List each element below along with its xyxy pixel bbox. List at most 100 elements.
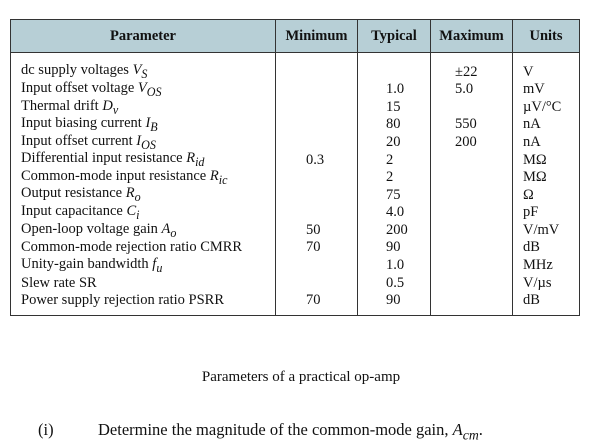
cell-typical: 0.5 [357, 274, 431, 292]
cell-units: nA [512, 133, 580, 151]
cell-minimum [275, 203, 358, 222]
parameter-label: Common-mode rejection ratio CMRR [21, 239, 243, 256]
table-row: Input offset voltage VOS 1.0 5.0 mV [10, 80, 580, 99]
cell-parameter: Input capacitance Ci [10, 203, 276, 222]
table-row: Input offset current IOS 20 200 nA [10, 133, 580, 152]
cell-maximum [430, 203, 513, 222]
cell-typical: 4.0 [357, 203, 431, 222]
cell-parameter: Common-mode input resistance Ric [10, 168, 276, 187]
cell-units: dB [512, 291, 580, 317]
parameter-subscript: OS [146, 84, 162, 99]
cell-minimum [275, 133, 358, 151]
cell-units: Ω [512, 186, 580, 204]
cell-units: MΩ [512, 168, 580, 187]
table-row: Open-loop voltage gain Ao 50 200 V/mV [10, 221, 580, 240]
parameter-label: Power supply rejection ratio PSRR [21, 292, 224, 309]
question-end: . [478, 420, 483, 439]
cell-minimum [275, 186, 358, 204]
parameter-subscript: v [112, 102, 119, 117]
table-row: Common-mode input resistance Ric 2 MΩ [10, 168, 580, 187]
cell-parameter: Open-loop voltage gain Ao [10, 221, 276, 240]
cell-minimum: 50 [275, 221, 358, 239]
cell-typical: 80 [357, 115, 431, 134]
cell-units: dB [512, 238, 580, 257]
cell-parameter: Common-mode rejection ratio CMRR [10, 238, 276, 257]
cell-typical: 90 [357, 291, 431, 317]
cell-typical: 75 [357, 186, 431, 204]
table-row: Differential input resistance Rid 0.3 2 MΩ [10, 150, 580, 170]
question-symbol: A [452, 420, 463, 439]
parameter-subscript: OS [141, 137, 156, 152]
cell-maximum: ±22 [430, 52, 513, 81]
table-row: Thermal drift Dv 15 µV/°C [10, 98, 580, 117]
parameter-subscript: i [136, 207, 140, 222]
cell-typical: 1.0 [357, 256, 431, 275]
cell-typical: 15 [357, 98, 431, 116]
parameter-subscript: ic [218, 172, 228, 187]
cell-minimum: 0.3 [275, 150, 358, 169]
cell-minimum [275, 115, 358, 134]
parameter-subscript: S [141, 67, 148, 82]
cell-parameter: Output resistance Ro [10, 186, 276, 205]
parameter-subscript: u [156, 260, 163, 275]
header-parameter: Parameter [10, 19, 276, 53]
cell-maximum: 200 [430, 133, 513, 151]
cell-units: mV [512, 80, 580, 99]
table-caption: Parameters of a practical op-amp [201, 369, 401, 385]
question: (i) Determine the magnitude of the common… [38, 420, 483, 443]
header-typical: Typical [357, 19, 431, 53]
table-row: Slew rate SR 0.5 V/µs [10, 274, 580, 292]
cell-units: V/mV [512, 221, 580, 239]
header-maximum: Maximum [430, 19, 513, 53]
cell-maximum [430, 291, 513, 317]
cell-units: V/µs [512, 274, 580, 292]
cell-typical: 20 [357, 133, 431, 151]
question-text: Determine the magnitude of the common-mo… [98, 420, 453, 439]
cell-typical [357, 52, 431, 81]
cell-minimum: 70 [275, 238, 358, 257]
cell-minimum [275, 80, 358, 99]
cell-minimum [275, 98, 358, 116]
cell-maximum [430, 150, 513, 169]
cell-maximum: 550 [430, 115, 513, 134]
cell-maximum [430, 238, 513, 257]
cell-maximum [430, 274, 513, 292]
cell-minimum: 70 [275, 291, 358, 317]
table-row: Output resistance Ro 75 Ω [10, 186, 580, 205]
parameter-subscript: id [195, 155, 205, 170]
table-row: Input capacitance Ci 4.0 pF [10, 203, 580, 222]
header-minimum: Minimum [275, 19, 358, 53]
cell-parameter: Power supply rejection ratio PSRR [10, 291, 276, 317]
cell-typical: 1.0 [357, 80, 431, 99]
cell-parameter: Differential input resistance Rid [10, 150, 276, 170]
cell-typical: 90 [357, 238, 431, 257]
cell-parameter: Unity-gain bandwidth fu [10, 256, 276, 275]
table-row: Unity-gain bandwidth fu 1.0 MHz [10, 256, 580, 275]
parameter-subscript: o [170, 225, 177, 240]
header-units: Units [512, 19, 580, 53]
cell-maximum [430, 168, 513, 187]
parameters-table-container: Parameter Minimum Typical Maximum Units … [10, 19, 580, 345]
table-body: dc supply voltages VS ±22 V Input offset vo… [10, 52, 580, 317]
table-header-row: Parameter Minimum Typical Maximum Units [10, 19, 580, 53]
parameter-subscript: o [134, 190, 141, 205]
table-row: Input biasing current IB 80 550 nA [10, 115, 580, 134]
cell-parameter: Input biasing current IB [10, 115, 276, 134]
parameters-table: Parameter Minimum Typical Maximum Units … [10, 19, 580, 317]
cell-minimum [275, 274, 358, 292]
cell-units: pF [512, 203, 580, 222]
cell-maximum [430, 98, 513, 116]
question-symbol-subscript: cm [462, 427, 479, 443]
cell-minimum [275, 168, 358, 187]
table-row: dc supply voltages VS ±22 V [10, 52, 580, 82]
cell-units: V [512, 52, 580, 81]
cell-parameter: Thermal drift Dv [10, 98, 276, 117]
cell-maximum [430, 256, 513, 275]
cell-maximum: 5.0 [430, 80, 513, 99]
cell-parameter: dc supply voltages VS [10, 52, 276, 82]
parameter-subscript: B [150, 119, 158, 134]
cell-typical: 2 [357, 168, 431, 187]
cell-minimum [275, 256, 358, 275]
table-row: Common-mode rejection ratio CMRR 70 90 dB [10, 238, 580, 257]
cell-parameter: Input offset voltage VOS [10, 80, 276, 99]
